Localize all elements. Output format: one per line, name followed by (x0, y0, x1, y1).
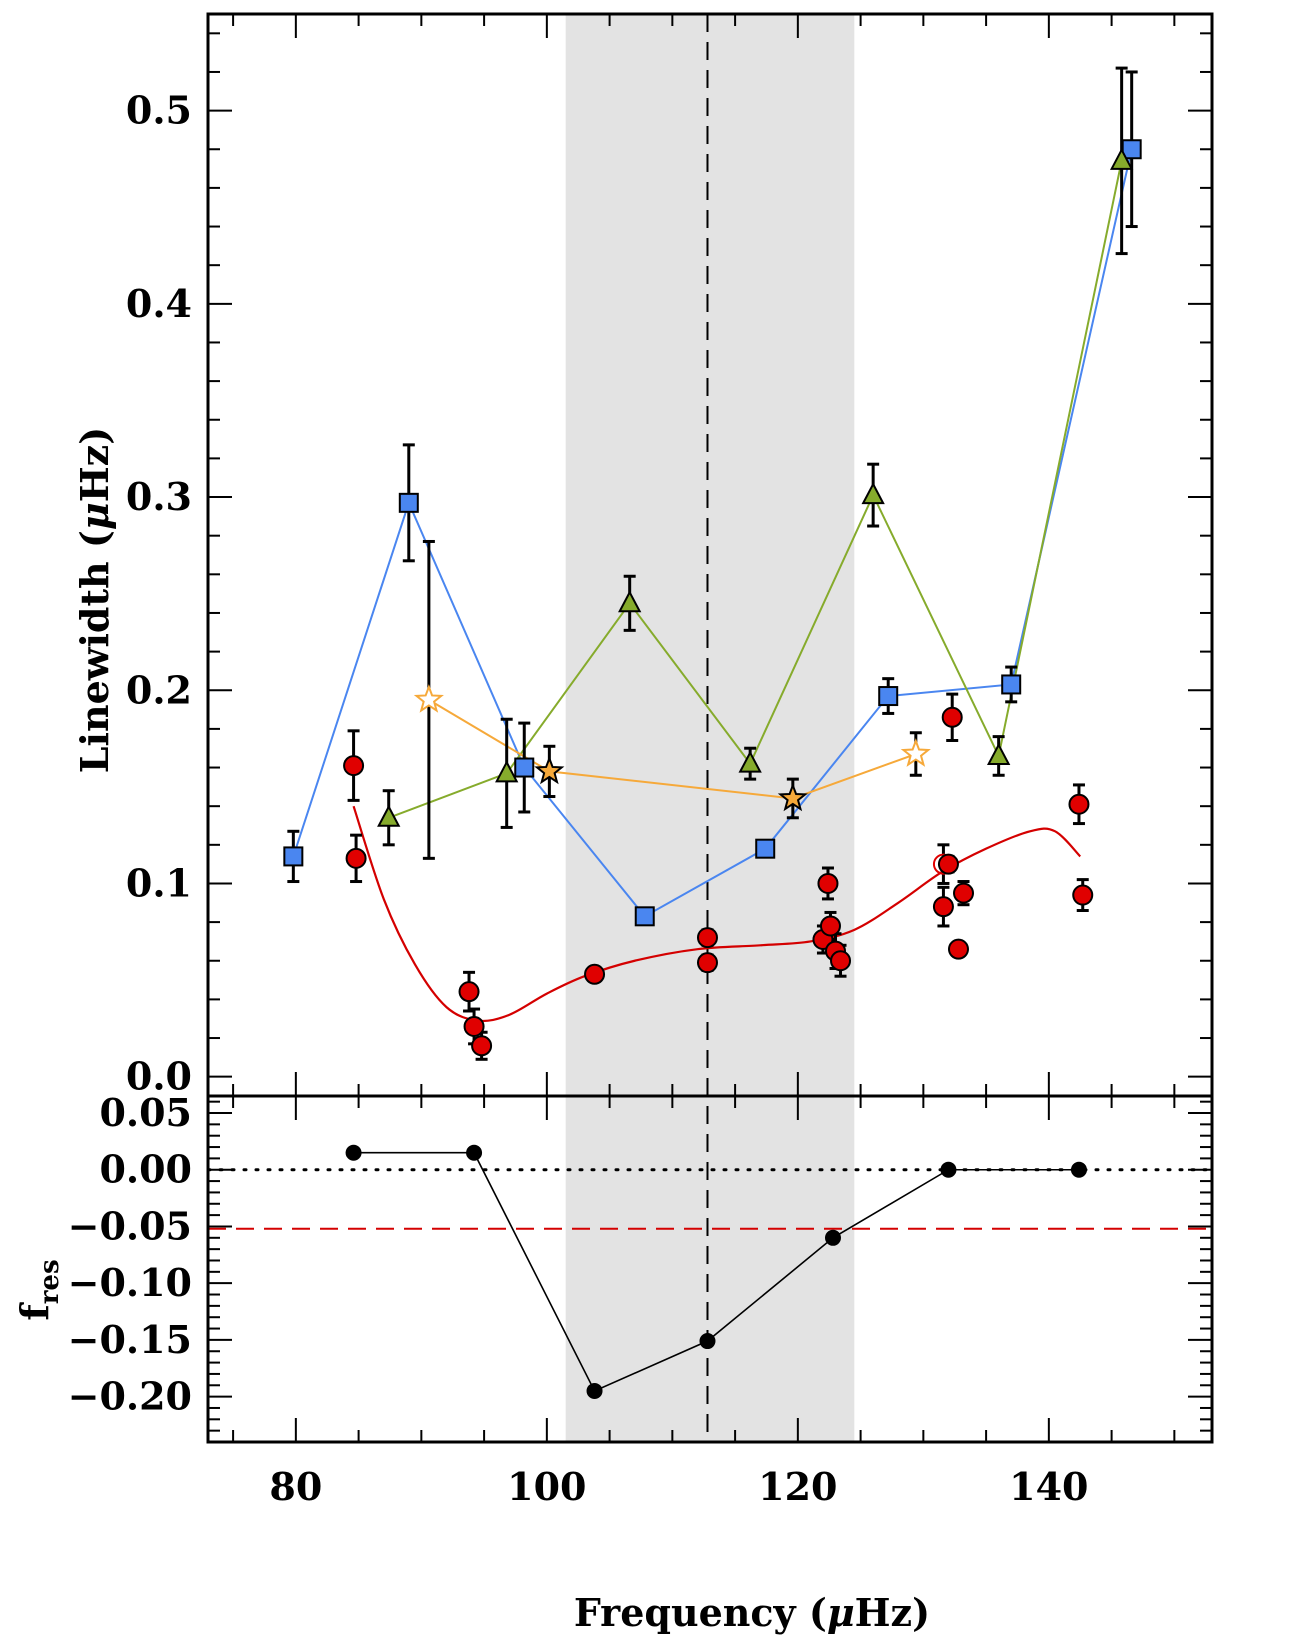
y-tick-label: 0.5 (126, 88, 192, 133)
circle-marker (463, 1015, 485, 1037)
circle-marker (937, 853, 959, 875)
triangle-marker (986, 742, 1011, 765)
circle-marker (819, 915, 841, 937)
circle-marker (343, 755, 365, 777)
square-marker (514, 757, 535, 778)
circle-marker (471, 1035, 493, 1057)
fres-y-tick-label: −0.15 (68, 1317, 192, 1362)
y-tick-label: 0.1 (126, 860, 192, 905)
x-tick-label: 80 (269, 1464, 322, 1509)
circle-marker (696, 952, 718, 974)
top-panel (283, 66, 1142, 1061)
star-marker (777, 782, 808, 812)
fres-point (699, 1333, 716, 1350)
circle-marker (817, 872, 839, 894)
circle-marker (941, 706, 963, 728)
triangle-marker (377, 804, 401, 827)
x-tick-label: 100 (507, 1464, 586, 1509)
y-tick-label: 0.0 (126, 1054, 192, 1099)
circle-marker (458, 981, 480, 1003)
y-axis-title-text: Linewidth ( (72, 530, 117, 773)
x-axis-title: Frequency (μHz) (574, 1590, 930, 1635)
fres-y-tick-label: 0.00 (99, 1147, 192, 1192)
fres-y-tick-label: 0.05 (99, 1090, 192, 1135)
circle-marker (830, 950, 852, 972)
square-marker (1001, 674, 1022, 695)
square-marker (755, 838, 776, 859)
circle-marker (584, 963, 606, 985)
square-marker (283, 846, 304, 867)
star-marker (413, 684, 444, 713)
y-tick-label: 0.3 (126, 474, 192, 519)
bottom-panel (206, 1144, 1214, 1399)
y-axis-title: Linewidth (μHz) (72, 427, 117, 773)
fres-point (586, 1382, 603, 1399)
fres-y-tick-label: −0.20 (68, 1374, 192, 1419)
triangle-marker (1109, 147, 1134, 170)
fres-y-tick-label: −0.05 (68, 1203, 192, 1248)
circle-marker (947, 938, 969, 960)
circle-marker (1068, 793, 1090, 815)
square-marker (398, 492, 419, 513)
shaded-region (565, 14, 855, 1442)
triangle-marker (618, 590, 642, 613)
fres-point (345, 1144, 362, 1161)
y-tick-label: 0.4 (126, 281, 192, 326)
circle-marker (345, 847, 367, 869)
triangle-marker (495, 760, 519, 783)
star-marker (900, 738, 931, 767)
fres-axis-title: fres (12, 1259, 65, 1320)
fres-point (466, 1144, 483, 1161)
triangle-marker (738, 750, 762, 773)
fres-point (1070, 1161, 1087, 1178)
square-marker (1121, 139, 1142, 160)
circle-marker (1072, 884, 1094, 906)
y-tick-label: 0.2 (126, 667, 192, 712)
circle-marker (696, 927, 718, 949)
x-tick-label: 120 (758, 1464, 837, 1509)
fres-point (824, 1229, 841, 1246)
x-tick-label: 140 (1009, 1464, 1088, 1509)
circle-marker (932, 896, 954, 918)
triangle-marker (861, 481, 885, 505)
star-series-line (428, 699, 917, 800)
circle-marker (953, 882, 975, 904)
fres-point (940, 1161, 957, 1178)
square-marker (878, 686, 899, 707)
star-marker (534, 755, 565, 785)
fres-y-tick-label: −0.10 (68, 1260, 192, 1305)
square-marker (634, 906, 655, 927)
fit-curve (352, 805, 1082, 1023)
